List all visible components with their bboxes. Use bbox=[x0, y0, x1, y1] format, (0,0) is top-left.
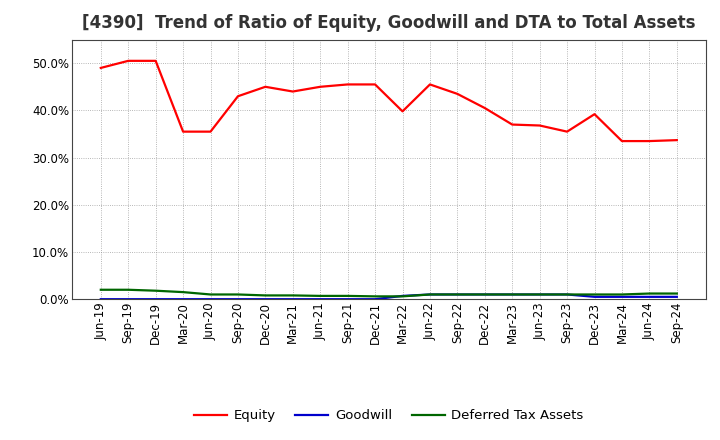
Title: [4390]  Trend of Ratio of Equity, Goodwill and DTA to Total Assets: [4390] Trend of Ratio of Equity, Goodwil… bbox=[82, 15, 696, 33]
Goodwill bbox=[206, 297, 215, 302]
Equity bbox=[508, 122, 516, 127]
Deferred Tax Assets bbox=[453, 292, 462, 297]
Equity bbox=[536, 123, 544, 128]
Equity bbox=[261, 84, 270, 89]
Equity bbox=[96, 65, 105, 70]
Equity bbox=[426, 82, 434, 87]
Goodwill bbox=[645, 294, 654, 300]
Goodwill bbox=[151, 297, 160, 302]
Equity bbox=[151, 58, 160, 63]
Deferred Tax Assets bbox=[124, 287, 132, 293]
Equity bbox=[233, 94, 242, 99]
Deferred Tax Assets bbox=[508, 292, 516, 297]
Goodwill bbox=[618, 294, 626, 300]
Equity bbox=[398, 109, 407, 114]
Goodwill bbox=[316, 297, 325, 302]
Deferred Tax Assets bbox=[590, 292, 599, 297]
Deferred Tax Assets bbox=[151, 288, 160, 293]
Equity bbox=[289, 89, 297, 94]
Line: Deferred Tax Assets: Deferred Tax Assets bbox=[101, 290, 677, 297]
Goodwill bbox=[124, 297, 132, 302]
Deferred Tax Assets bbox=[206, 292, 215, 297]
Deferred Tax Assets bbox=[343, 293, 352, 298]
Deferred Tax Assets bbox=[536, 292, 544, 297]
Equity bbox=[480, 106, 489, 111]
Deferred Tax Assets bbox=[672, 291, 681, 296]
Deferred Tax Assets bbox=[316, 293, 325, 298]
Deferred Tax Assets bbox=[179, 290, 187, 295]
Goodwill bbox=[233, 297, 242, 302]
Goodwill bbox=[480, 292, 489, 297]
Goodwill bbox=[426, 292, 434, 297]
Deferred Tax Assets bbox=[645, 291, 654, 296]
Goodwill bbox=[398, 293, 407, 298]
Line: Equity: Equity bbox=[101, 61, 677, 141]
Equity bbox=[618, 139, 626, 144]
Deferred Tax Assets bbox=[398, 294, 407, 299]
Deferred Tax Assets bbox=[289, 293, 297, 298]
Goodwill bbox=[508, 292, 516, 297]
Equity bbox=[316, 84, 325, 89]
Deferred Tax Assets bbox=[371, 294, 379, 299]
Equity bbox=[590, 111, 599, 117]
Deferred Tax Assets bbox=[96, 287, 105, 293]
Goodwill bbox=[343, 297, 352, 302]
Deferred Tax Assets bbox=[563, 292, 572, 297]
Equity bbox=[206, 129, 215, 134]
Deferred Tax Assets bbox=[618, 292, 626, 297]
Goodwill bbox=[590, 294, 599, 300]
Equity bbox=[179, 129, 187, 134]
Equity bbox=[453, 91, 462, 96]
Deferred Tax Assets bbox=[426, 292, 434, 297]
Equity bbox=[371, 82, 379, 87]
Equity bbox=[124, 58, 132, 63]
Deferred Tax Assets bbox=[480, 292, 489, 297]
Goodwill bbox=[536, 292, 544, 297]
Equity bbox=[672, 137, 681, 143]
Deferred Tax Assets bbox=[261, 293, 270, 298]
Goodwill bbox=[96, 297, 105, 302]
Equity bbox=[645, 139, 654, 144]
Goodwill bbox=[672, 294, 681, 300]
Legend: Equity, Goodwill, Deferred Tax Assets: Equity, Goodwill, Deferred Tax Assets bbox=[189, 404, 589, 428]
Goodwill bbox=[289, 297, 297, 302]
Equity bbox=[343, 82, 352, 87]
Goodwill bbox=[371, 297, 379, 302]
Goodwill bbox=[261, 297, 270, 302]
Goodwill bbox=[179, 297, 187, 302]
Equity bbox=[563, 129, 572, 134]
Goodwill bbox=[563, 292, 572, 297]
Deferred Tax Assets bbox=[233, 292, 242, 297]
Goodwill bbox=[453, 292, 462, 297]
Line: Goodwill: Goodwill bbox=[101, 294, 677, 299]
